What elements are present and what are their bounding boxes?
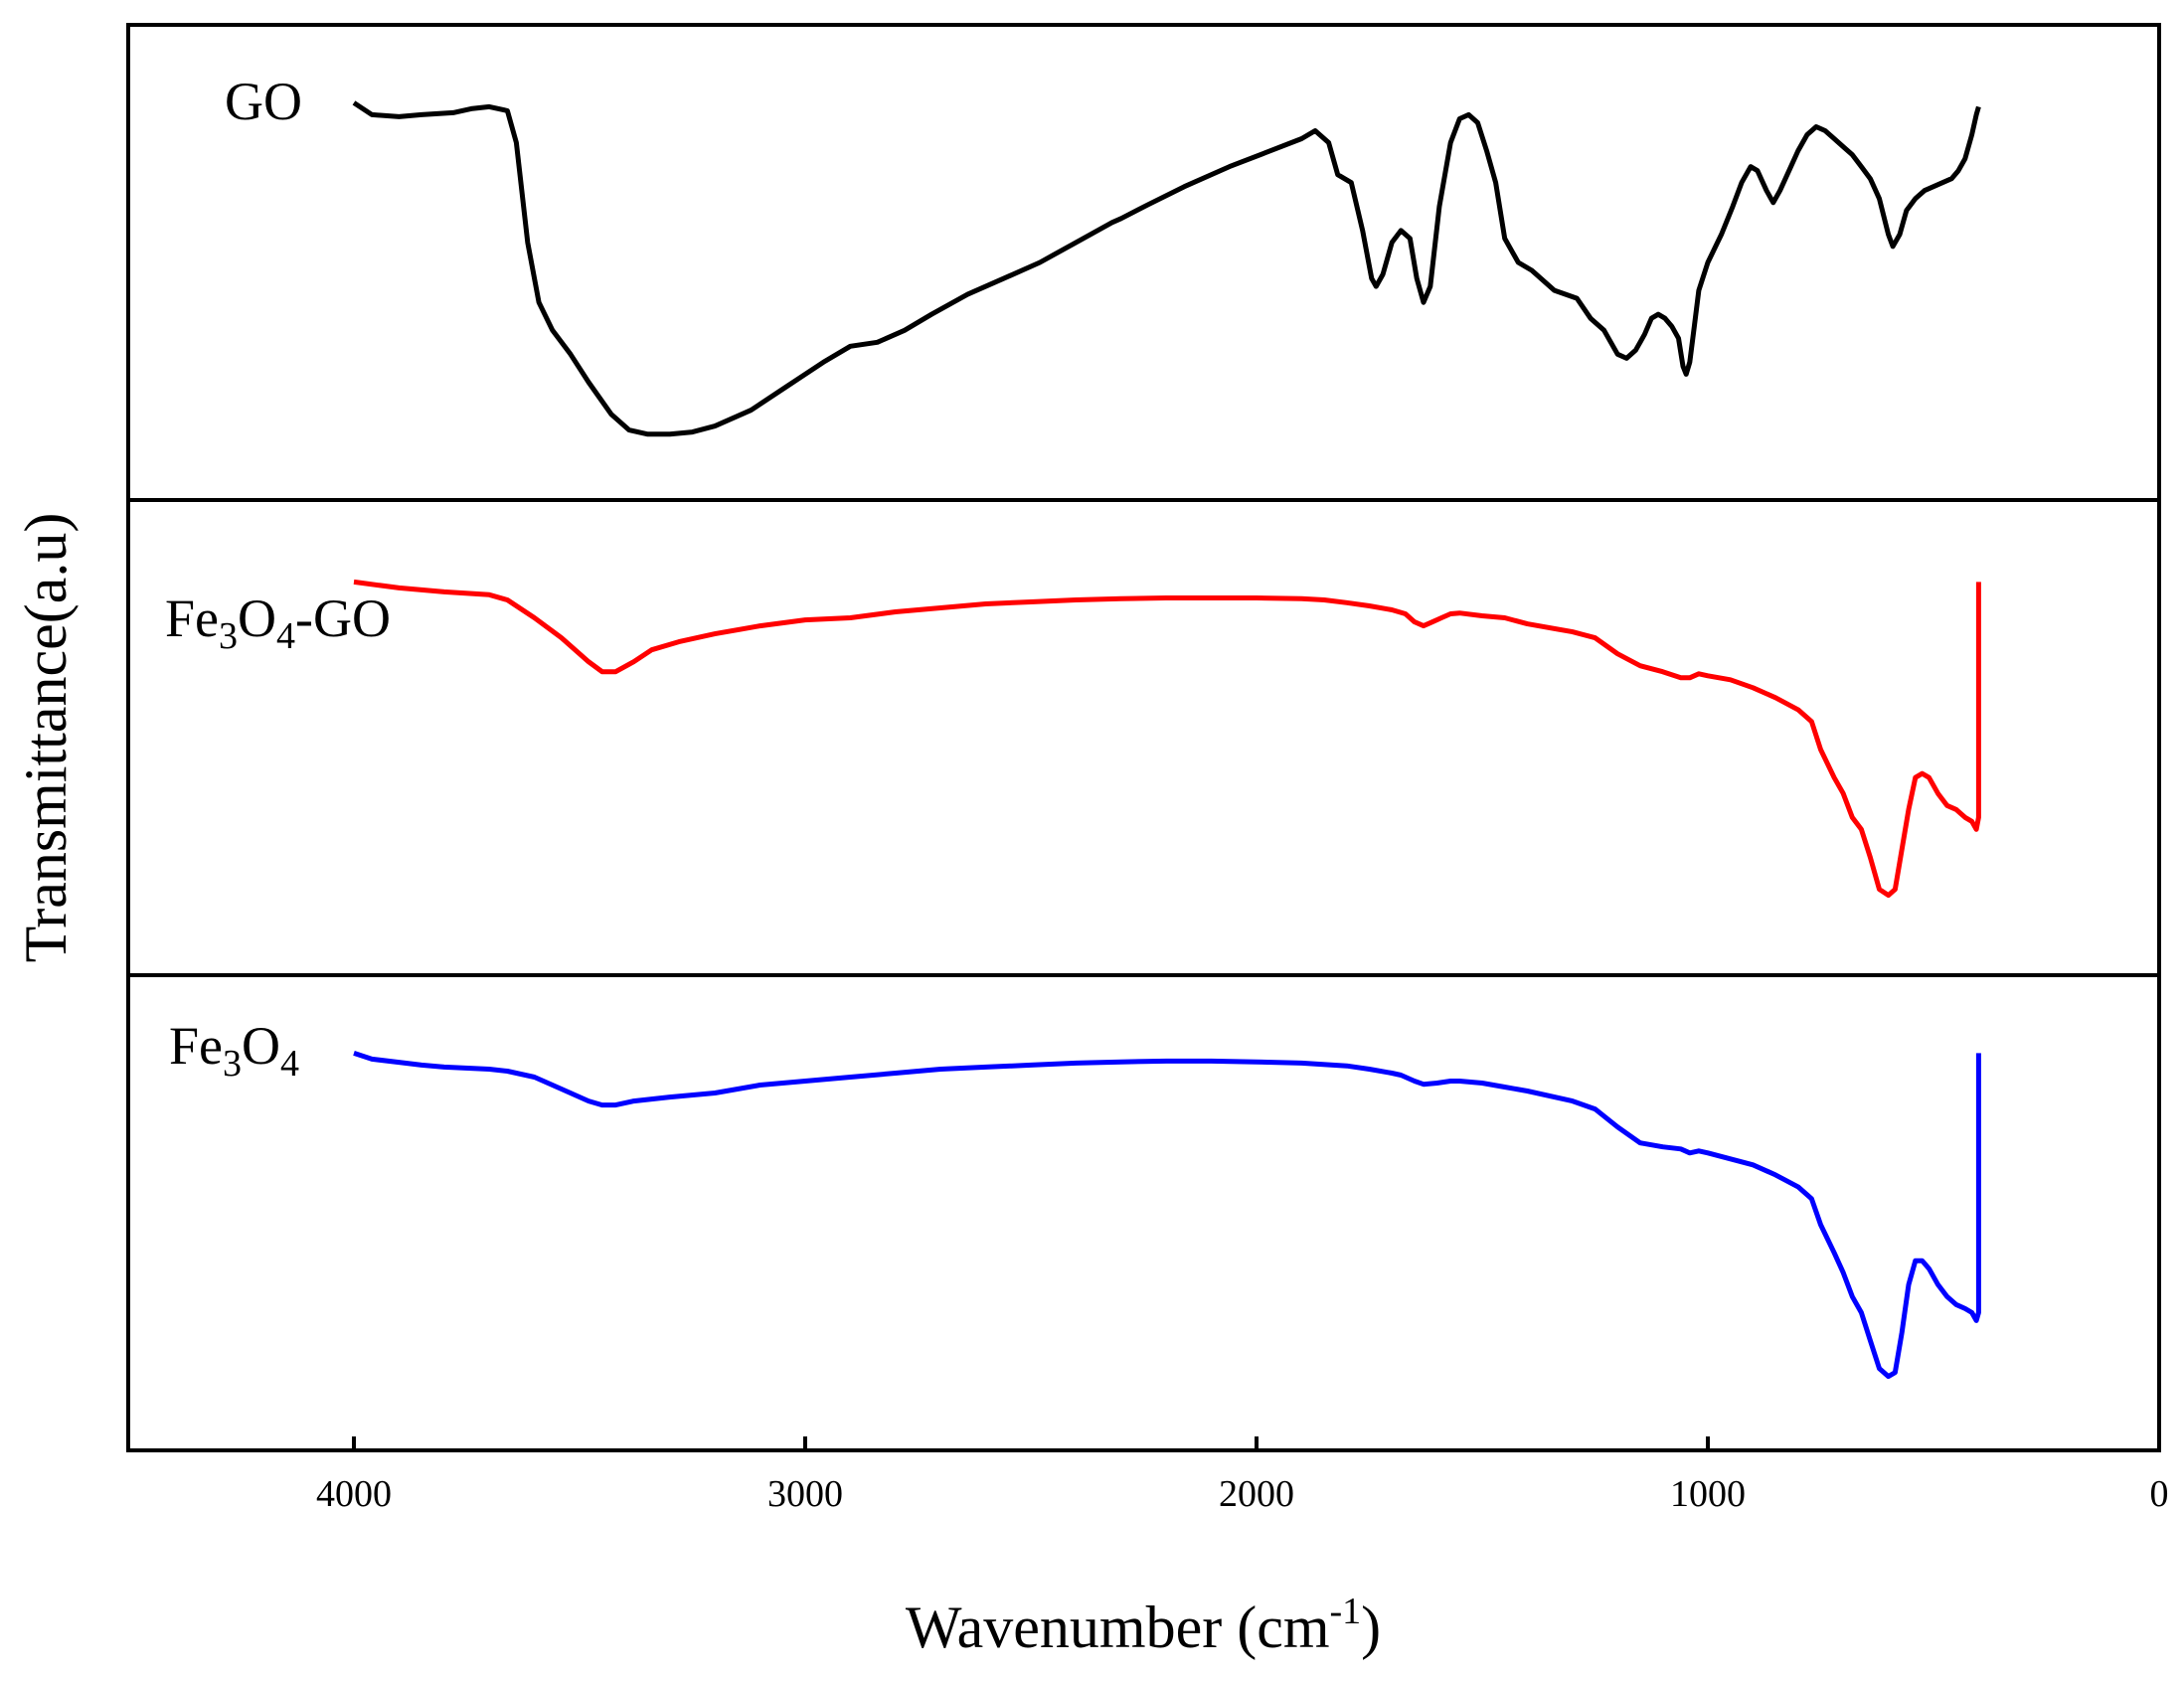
- series-line-go: [352, 100, 1981, 437]
- label-text: O: [238, 588, 276, 648]
- label-text: GO: [225, 72, 302, 131]
- x-tick-label: 3000: [767, 1473, 843, 1515]
- label-subscript: 3: [219, 615, 238, 657]
- x-tick-label: 4000: [316, 1473, 392, 1515]
- label-text: Fe: [165, 588, 219, 648]
- x-axis-title-close: ): [1361, 1595, 1381, 1660]
- x-axis-title-sup: -1: [1330, 1591, 1362, 1632]
- series-line-fe3o4-go: [353, 579, 1981, 899]
- label-subscript: 4: [276, 615, 295, 657]
- series-label-fe3o4-go: Fe3O4-GO: [165, 588, 391, 657]
- series-group: [352, 100, 1981, 1380]
- x-tick-label: 2000: [1219, 1473, 1294, 1515]
- x-tick-label: 0: [2150, 1473, 2169, 1515]
- series-line-fe3o4: [353, 1051, 1981, 1380]
- series-label-fe3o4: Fe3O4: [169, 1016, 299, 1085]
- x-axis-title: Wavenumber (cm-1): [906, 1591, 1381, 1660]
- plot-frame: [126, 23, 2161, 1452]
- label-text: Fe: [169, 1016, 223, 1076]
- label-text: -GO: [295, 588, 391, 648]
- label-subscript: 4: [280, 1043, 299, 1085]
- x-axis-title-main: Wavenumber (cm: [906, 1595, 1330, 1660]
- series-label-go: GO: [225, 72, 302, 131]
- x-axis-ticks: 4000 3000 2000 1000 0: [316, 1436, 2169, 1515]
- label-text: O: [242, 1016, 280, 1076]
- x-tick-label: 1000: [1670, 1473, 1746, 1515]
- y-axis-title: Transmittance(a.u): [13, 513, 79, 963]
- label-subscript: 3: [223, 1043, 242, 1085]
